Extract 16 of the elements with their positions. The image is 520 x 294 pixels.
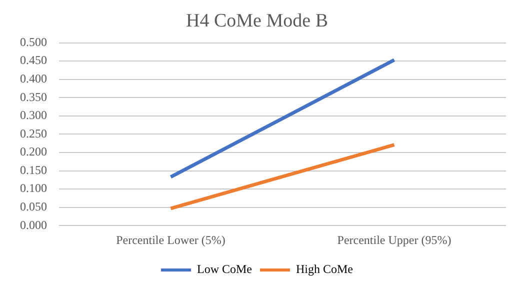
chart-title: H4 CoMe Mode B	[186, 10, 328, 32]
x-tick-label: Percentile Lower (5%)	[116, 232, 226, 247]
y-tick-label: 0.400	[20, 72, 47, 86]
x-tick-label: Percentile Upper (95%)	[337, 232, 452, 247]
y-tick-label: 0.250	[20, 126, 47, 140]
y-tick-label: 0.500	[20, 34, 47, 49]
y-tick-label: 0.450	[20, 53, 47, 68]
y-tick-label: 0.100	[20, 181, 47, 196]
legend-label: High CoMe	[296, 262, 353, 276]
y-tick-label: 0.000	[20, 218, 47, 232]
y-tick-label: 0.050	[20, 199, 47, 214]
legend-label: Low CoMe	[197, 262, 252, 276]
y-tick-label: 0.150	[20, 162, 47, 177]
y-tick-label: 0.200	[20, 144, 47, 159]
y-tick-label: 0.350	[20, 90, 47, 104]
y-tick-label: 0.300	[20, 108, 47, 122]
